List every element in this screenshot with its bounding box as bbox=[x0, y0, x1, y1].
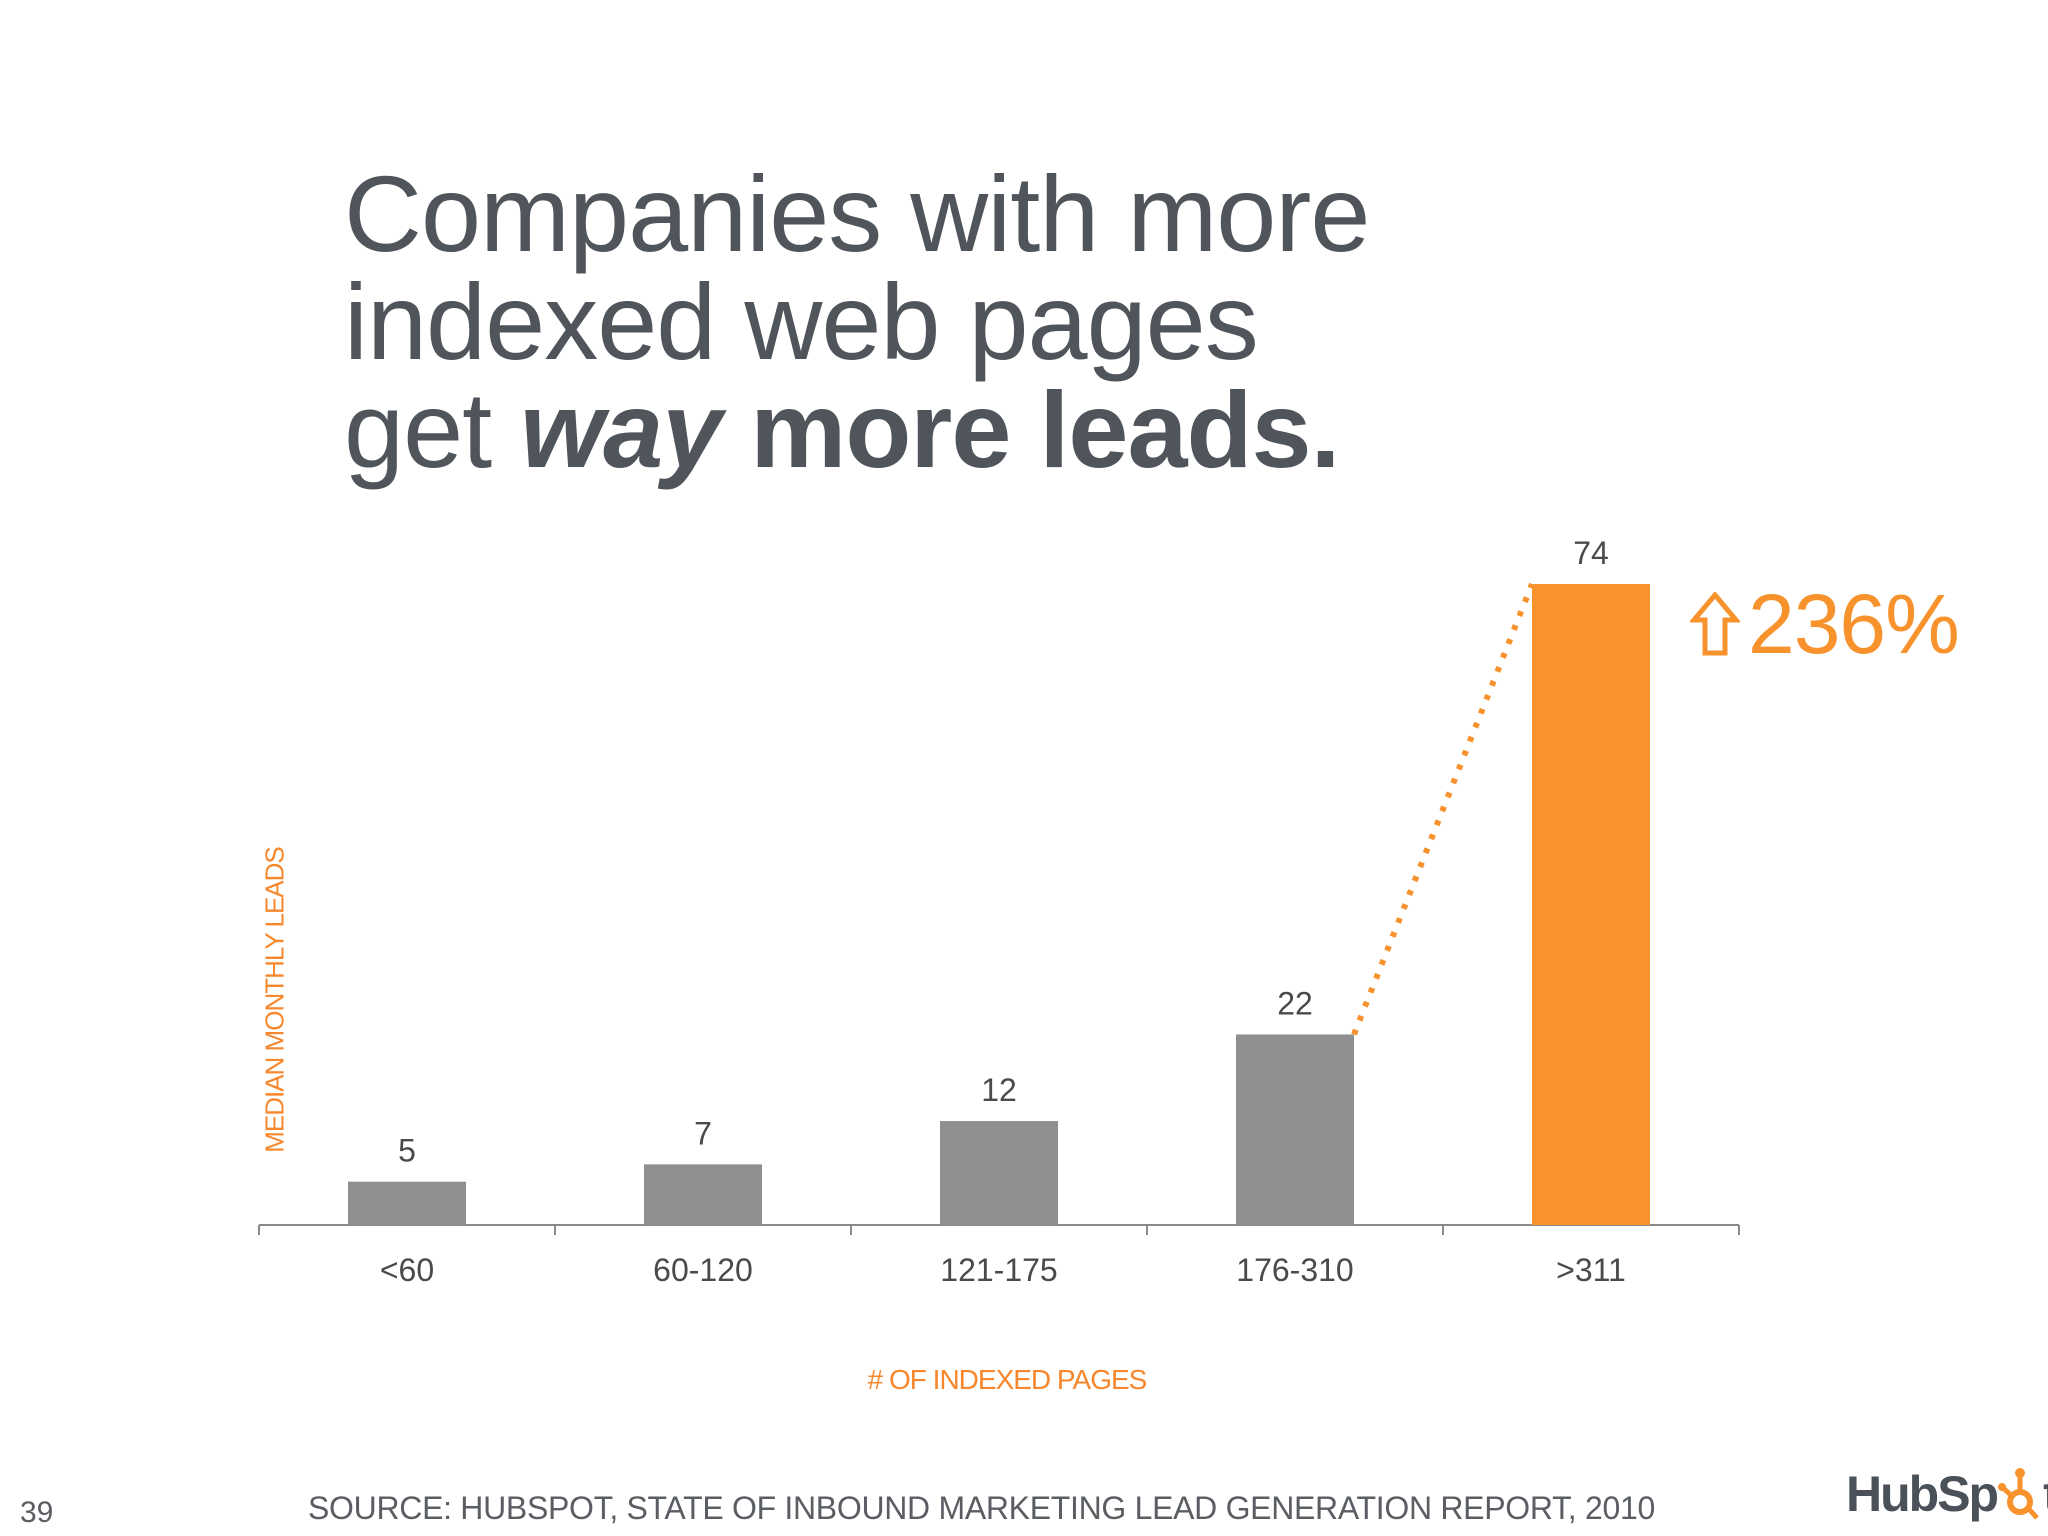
data-labels: 5 7 12 22 74 bbox=[398, 535, 1609, 1169]
bar-0 bbox=[348, 1181, 466, 1225]
x-axis-ticks bbox=[258, 1225, 1740, 1235]
data-label: 12 bbox=[981, 1072, 1017, 1108]
logo-text-prefix: HubSp bbox=[1846, 1466, 1999, 1522]
title-line-3: get way more leads. bbox=[344, 376, 1369, 484]
title-line-3-prefix: get bbox=[344, 369, 521, 490]
title-emphasis-more-leads: more leads. bbox=[721, 369, 1340, 490]
category-label: 60-120 bbox=[653, 1252, 753, 1288]
data-label: 22 bbox=[1277, 985, 1313, 1021]
title-line-1: Companies with more bbox=[344, 153, 1370, 274]
data-label: 7 bbox=[694, 1115, 712, 1151]
hubspot-logo: HubSp t bbox=[1846, 1464, 2048, 1524]
y-axis-label: MEDIAN MONTHLY LEADS bbox=[259, 847, 290, 1153]
trend-line bbox=[1351, 582, 1535, 1036]
bar-2 bbox=[940, 1121, 1058, 1225]
title-line-2: indexed web pages bbox=[344, 261, 1259, 382]
category-label: 176-310 bbox=[1236, 1252, 1353, 1288]
sprocket-icon bbox=[1998, 1468, 2039, 1520]
up-arrow-icon bbox=[1690, 592, 1740, 656]
slide-title: Companies with more indexed web pages ge… bbox=[344, 153, 1370, 484]
bar-1 bbox=[644, 1164, 762, 1225]
data-label: 5 bbox=[398, 1133, 416, 1169]
logo-text-suffix: t bbox=[2043, 1465, 2048, 1523]
page-number: 39 bbox=[20, 1496, 54, 1529]
increase-percentage: 236% bbox=[1748, 577, 1960, 671]
source-citation: SOURCE: HUBSPOT, STATE OF INBOUND MARKET… bbox=[308, 1490, 1655, 1526]
category-labels: <60 60-120 121-175 176-310 >311 bbox=[380, 1252, 1626, 1288]
title-emphasis-way: way bbox=[520, 369, 722, 490]
trend-dotted-line bbox=[1351, 582, 1535, 1036]
data-label: 74 bbox=[1573, 535, 1609, 571]
bar-4 bbox=[1532, 584, 1650, 1225]
bars bbox=[348, 584, 1650, 1225]
category-label: <60 bbox=[380, 1252, 434, 1288]
category-label: 121-175 bbox=[940, 1252, 1057, 1288]
increase-callout: 236% bbox=[1690, 577, 1960, 671]
x-axis-label: # OF INDEXED PAGES bbox=[867, 1364, 1148, 1395]
bar-3 bbox=[1236, 1034, 1354, 1225]
category-label: >311 bbox=[1556, 1252, 1626, 1288]
